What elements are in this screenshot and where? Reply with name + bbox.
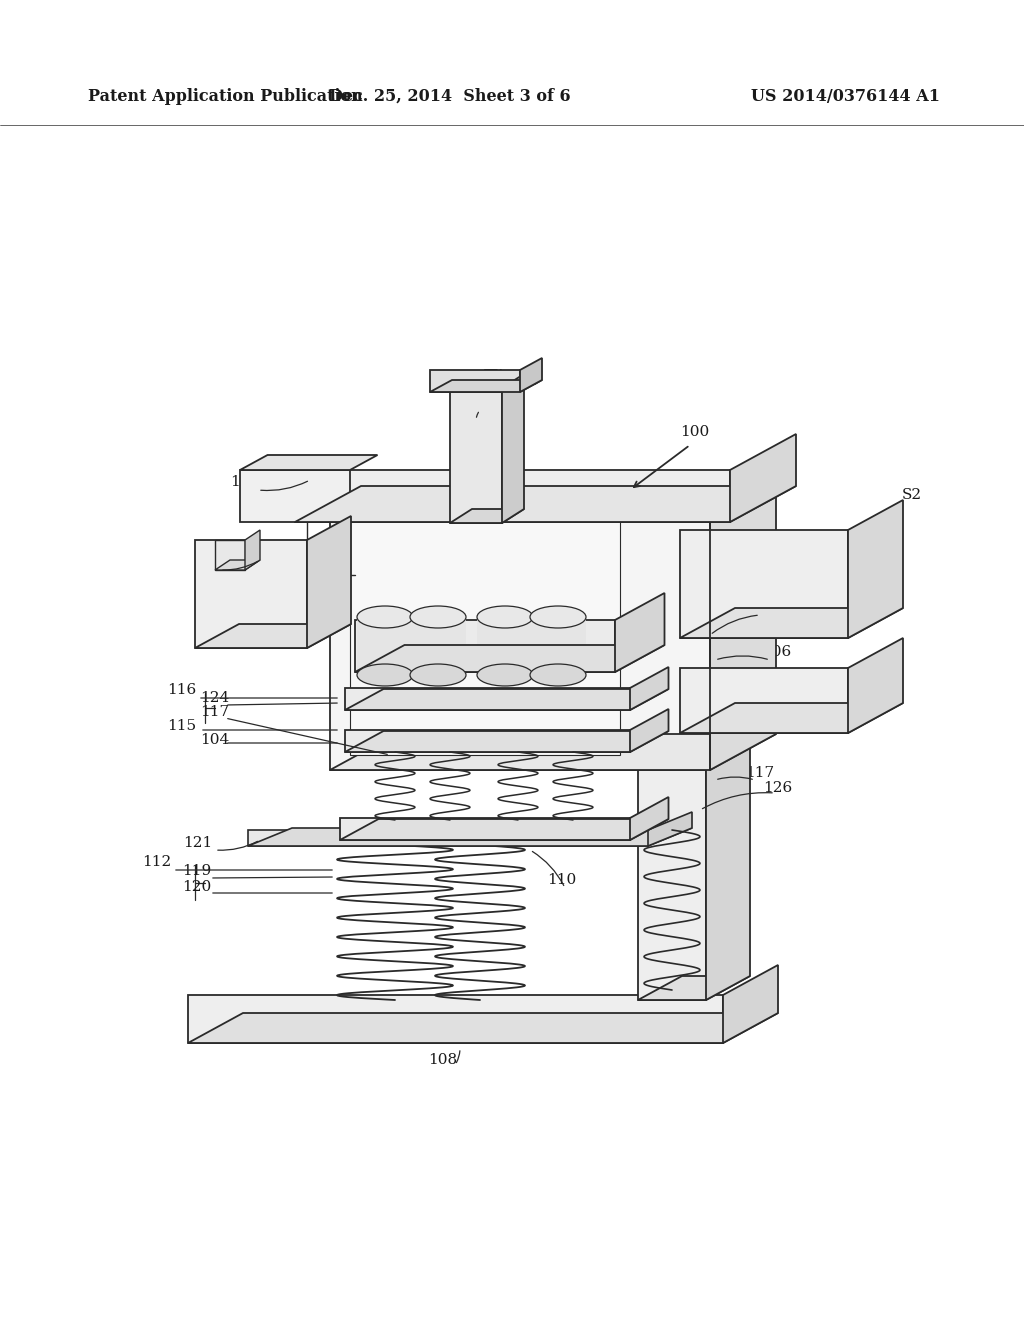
Ellipse shape [530, 606, 586, 628]
Text: Patent Application Publication: Patent Application Publication [88, 88, 362, 106]
Text: 117: 117 [201, 705, 229, 719]
Text: 115: 115 [168, 719, 197, 733]
Ellipse shape [410, 606, 466, 628]
Polygon shape [295, 486, 796, 521]
Text: 108: 108 [428, 1053, 458, 1067]
Polygon shape [340, 818, 630, 840]
Polygon shape [195, 624, 351, 648]
Text: 110: 110 [548, 873, 577, 887]
Polygon shape [680, 609, 903, 638]
Polygon shape [355, 620, 615, 672]
Polygon shape [848, 638, 903, 733]
Polygon shape [330, 734, 776, 770]
Polygon shape [520, 358, 542, 392]
Polygon shape [648, 812, 692, 846]
Polygon shape [680, 668, 848, 733]
Polygon shape [680, 531, 848, 638]
Polygon shape [530, 616, 586, 675]
Text: 116: 116 [167, 682, 197, 697]
Polygon shape [188, 995, 723, 1043]
Polygon shape [450, 510, 524, 523]
Polygon shape [710, 469, 776, 770]
Text: 100: 100 [680, 425, 710, 440]
Polygon shape [295, 470, 730, 521]
Polygon shape [345, 731, 669, 752]
Polygon shape [630, 667, 669, 710]
Polygon shape [638, 975, 750, 1001]
Polygon shape [307, 516, 351, 648]
Polygon shape [477, 616, 534, 675]
Polygon shape [450, 388, 502, 523]
Polygon shape [345, 688, 630, 710]
Polygon shape [638, 700, 706, 1001]
Polygon shape [410, 616, 466, 675]
Text: 123: 123 [464, 393, 493, 407]
Text: 114: 114 [230, 475, 260, 488]
Polygon shape [215, 540, 245, 570]
Text: Fig.3: Fig.3 [483, 368, 541, 389]
Polygon shape [430, 370, 520, 392]
Polygon shape [345, 689, 669, 710]
Text: 121: 121 [183, 836, 213, 850]
Ellipse shape [357, 664, 413, 686]
Ellipse shape [477, 606, 534, 628]
Polygon shape [215, 560, 260, 570]
Ellipse shape [477, 664, 534, 686]
Text: US 2014/0376144 A1: US 2014/0376144 A1 [751, 88, 940, 106]
Polygon shape [730, 434, 796, 521]
Polygon shape [357, 616, 413, 675]
Polygon shape [340, 818, 669, 840]
Polygon shape [680, 704, 903, 733]
Polygon shape [615, 593, 665, 672]
Polygon shape [350, 520, 620, 755]
Polygon shape [723, 965, 778, 1043]
Polygon shape [848, 500, 903, 638]
Text: 120: 120 [182, 880, 212, 894]
Text: Dec. 25, 2014  Sheet 3 of 6: Dec. 25, 2014 Sheet 3 of 6 [329, 88, 570, 106]
Text: 106: 106 [763, 645, 792, 659]
Polygon shape [245, 531, 260, 570]
Polygon shape [345, 730, 630, 752]
Text: 117: 117 [745, 766, 774, 780]
Polygon shape [188, 1012, 778, 1043]
Polygon shape [248, 830, 648, 846]
Polygon shape [630, 797, 669, 840]
Polygon shape [355, 645, 665, 672]
Polygon shape [630, 709, 669, 752]
Polygon shape [248, 828, 692, 846]
Ellipse shape [410, 664, 466, 686]
Ellipse shape [530, 664, 586, 686]
Polygon shape [706, 676, 750, 1001]
Text: 124: 124 [201, 690, 229, 705]
Polygon shape [430, 380, 542, 392]
Polygon shape [330, 506, 710, 770]
Polygon shape [195, 540, 307, 648]
Text: 122: 122 [751, 599, 779, 612]
Polygon shape [240, 470, 350, 521]
Polygon shape [502, 374, 524, 523]
Text: 104: 104 [201, 733, 229, 747]
Polygon shape [240, 455, 378, 470]
Text: E2: E2 [197, 554, 217, 569]
Text: 126: 126 [763, 781, 793, 795]
Text: 112: 112 [142, 855, 172, 869]
Text: 119: 119 [182, 865, 212, 878]
Text: S2: S2 [902, 488, 922, 502]
Ellipse shape [357, 606, 413, 628]
